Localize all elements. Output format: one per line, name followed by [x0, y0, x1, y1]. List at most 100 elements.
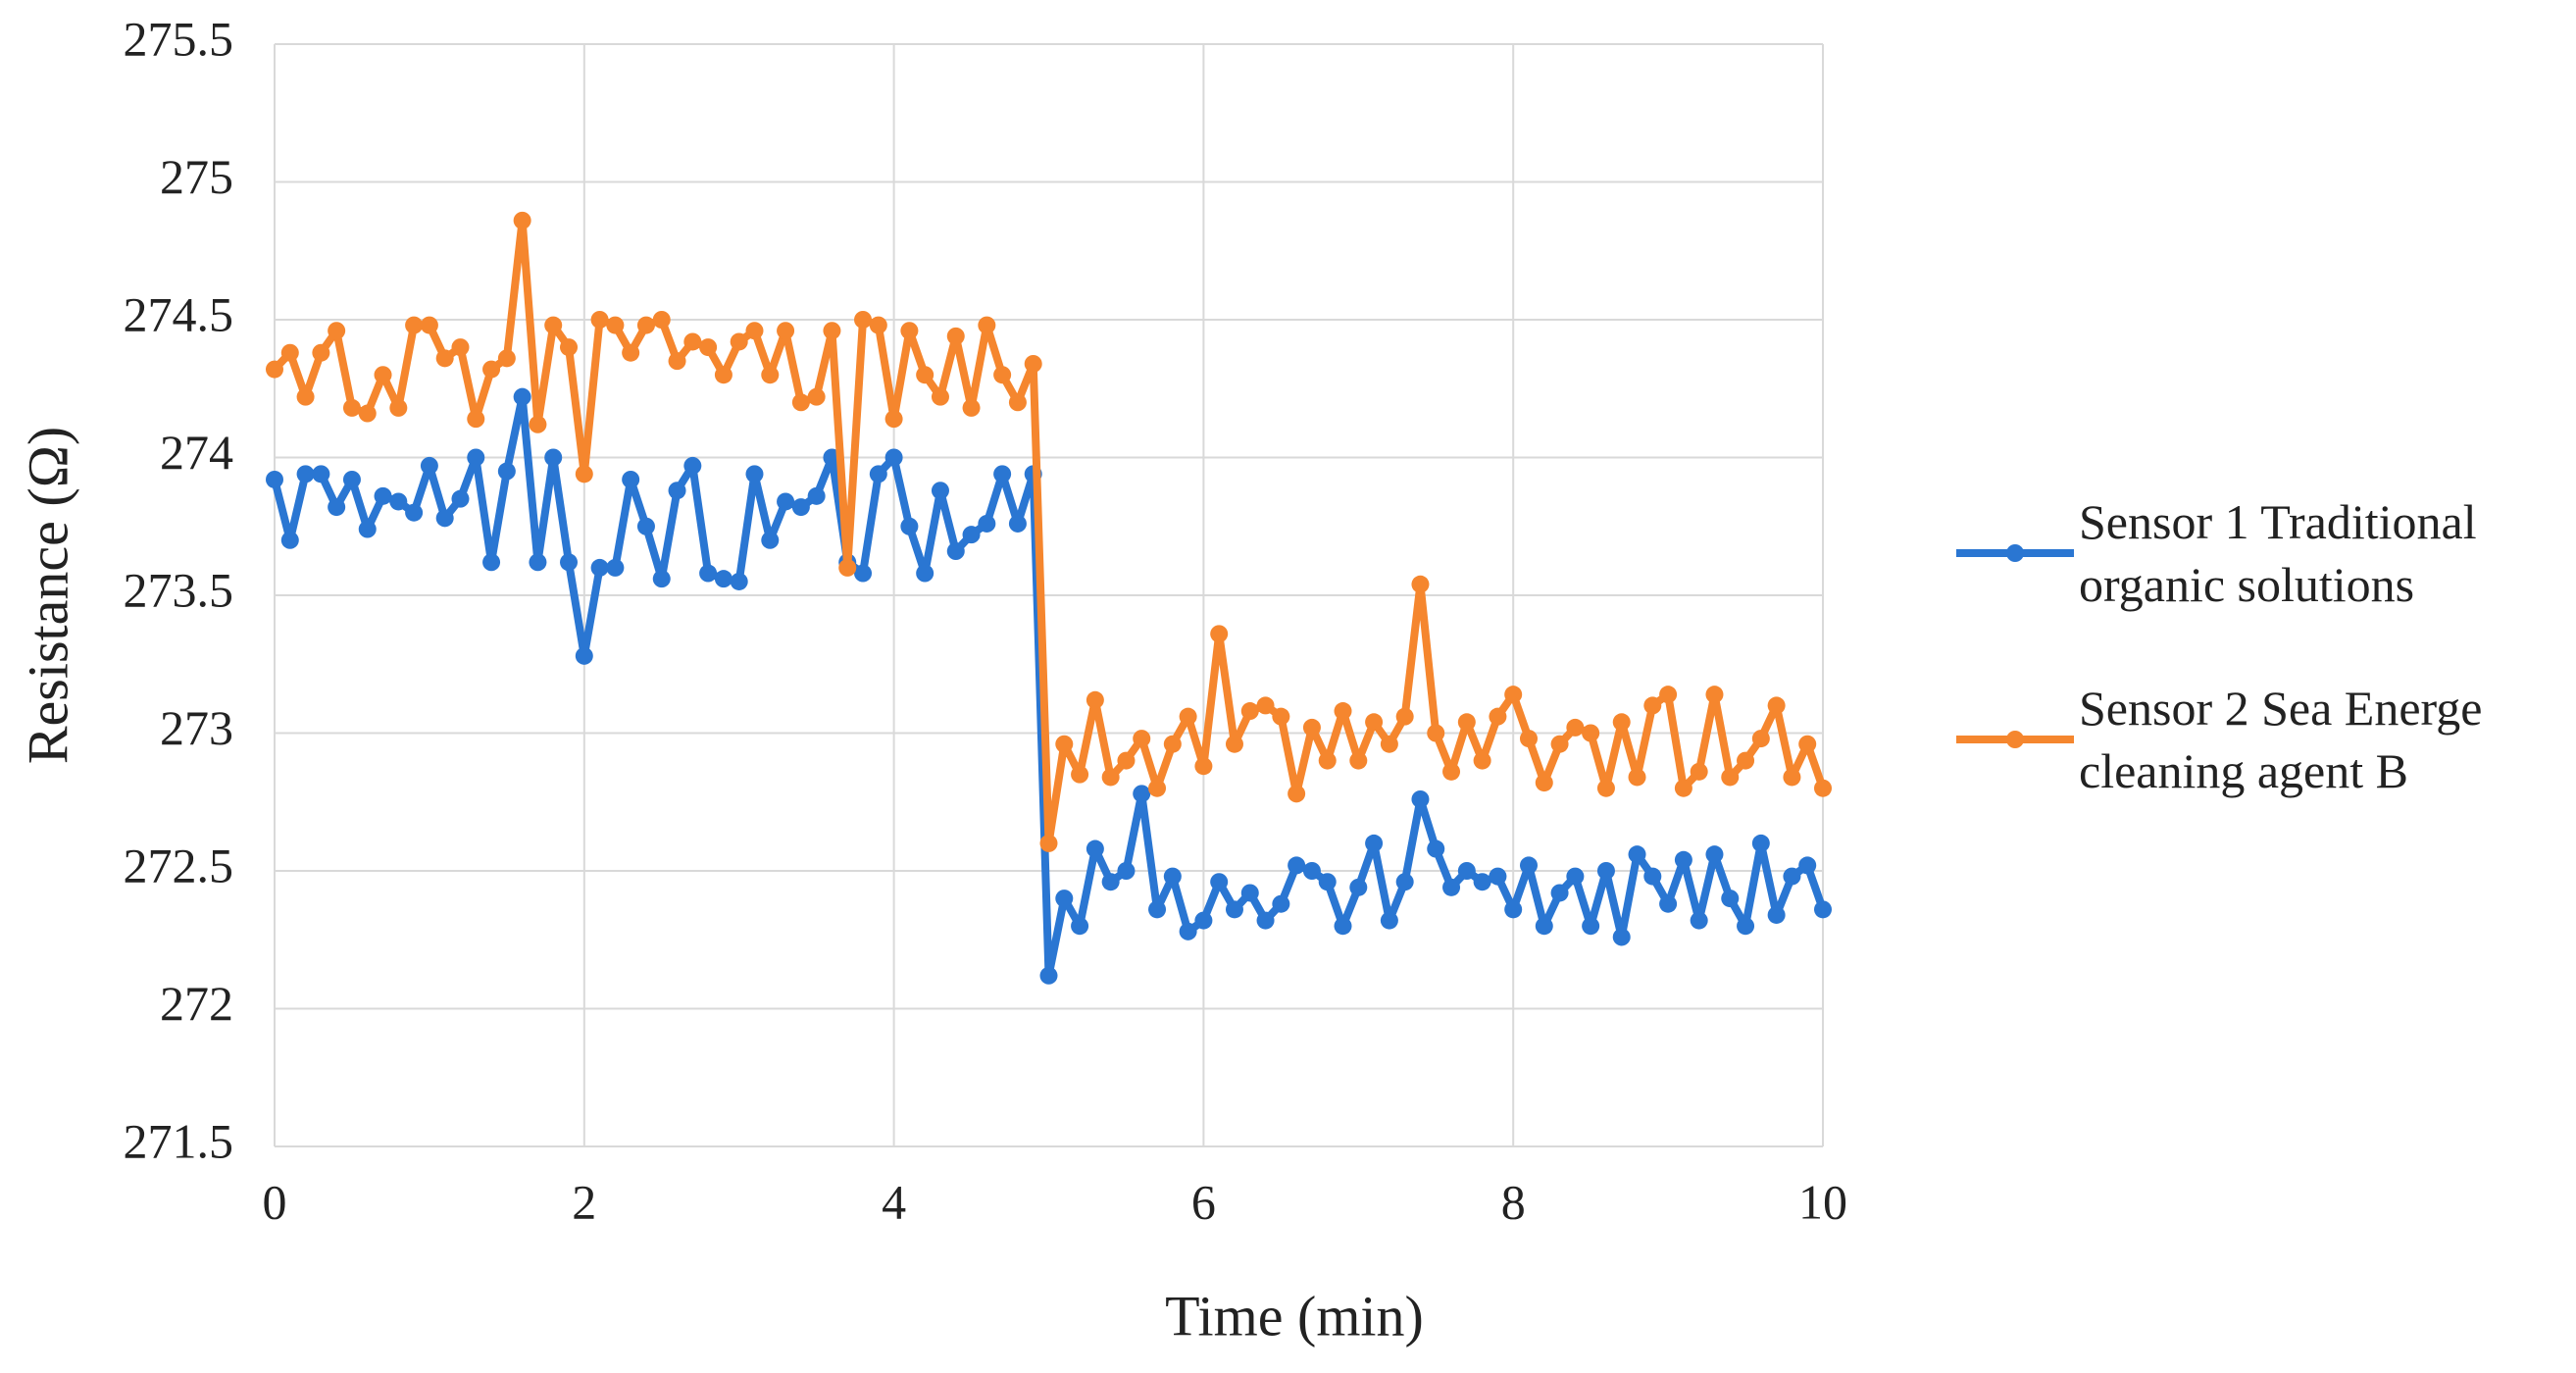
data-point — [1519, 730, 1538, 748]
data-point — [1659, 686, 1678, 704]
legend-label: Sensor 2 Sea Energe cleaning agent B — [2079, 681, 2483, 798]
data-point — [1086, 690, 1104, 709]
data-point — [1334, 917, 1352, 936]
data-point — [1737, 917, 1755, 936]
data-point — [374, 366, 392, 384]
data-point — [652, 311, 671, 329]
data-point — [1039, 966, 1058, 985]
data-point — [544, 448, 563, 467]
data-point — [916, 366, 934, 384]
data-point — [1101, 873, 1120, 891]
data-point — [1814, 900, 1832, 919]
data-point — [1783, 768, 1801, 787]
data-point — [529, 415, 547, 433]
data-point — [590, 558, 609, 577]
data-point — [1457, 713, 1476, 732]
data-point — [1643, 867, 1662, 886]
data-point — [1117, 862, 1136, 880]
data-point — [1086, 839, 1104, 858]
data-point — [869, 316, 887, 334]
data-point — [1798, 735, 1817, 753]
data-point — [931, 482, 949, 500]
data-point — [1288, 785, 1306, 803]
data-point — [1473, 751, 1491, 770]
y-tick-label: 273 — [160, 700, 233, 755]
data-point — [497, 349, 516, 368]
data-point — [389, 492, 408, 511]
data-point — [946, 327, 965, 345]
data-point — [745, 465, 764, 483]
data-point — [699, 564, 718, 583]
data-point — [1240, 702, 1259, 721]
data-point — [1039, 834, 1058, 852]
y-tick-label: 273.5 — [124, 562, 234, 617]
x-tick-label: 6 — [1191, 1174, 1216, 1229]
legend-marker — [2006, 731, 2024, 748]
data-point — [405, 316, 424, 334]
data-point — [745, 322, 764, 340]
data-point — [513, 211, 531, 229]
data-point — [1582, 724, 1600, 742]
legend-item: Sensor 1 Traditional organic solutions — [1956, 490, 2505, 616]
data-point — [467, 410, 485, 429]
data-point — [714, 570, 732, 588]
data-point — [467, 448, 485, 467]
data-point — [730, 572, 748, 590]
data-point — [1163, 867, 1182, 886]
y-tick-label: 271.5 — [124, 1113, 234, 1168]
data-point — [1751, 730, 1770, 748]
data-point — [1210, 625, 1229, 643]
data-point — [777, 492, 795, 511]
data-point — [1643, 696, 1662, 715]
data-point — [777, 322, 795, 340]
y-tick-label: 275.5 — [124, 11, 234, 66]
data-point — [1427, 839, 1445, 858]
data-point — [420, 456, 438, 475]
y-tick-label: 275 — [160, 149, 233, 204]
data-point — [342, 398, 361, 417]
data-point — [296, 465, 315, 483]
data-point — [838, 558, 857, 577]
data-point — [1442, 762, 1461, 781]
data-point — [946, 542, 965, 561]
data-point — [791, 498, 810, 517]
data-point — [1535, 774, 1553, 792]
x-tick-label: 10 — [1798, 1174, 1847, 1229]
data-point — [1349, 751, 1368, 770]
data-point — [1380, 735, 1398, 753]
data-point — [1489, 867, 1507, 886]
data-point — [823, 322, 841, 340]
data-point — [575, 646, 593, 665]
data-point — [900, 517, 919, 535]
data-point — [1596, 862, 1615, 880]
data-point — [1024, 354, 1042, 373]
data-point — [1349, 878, 1368, 896]
x-tick-label: 4 — [882, 1174, 906, 1229]
data-point — [962, 398, 981, 417]
data-point — [1596, 779, 1615, 797]
legend-label: Sensor 1 Traditional organic solutions — [2079, 494, 2477, 612]
legend-marker — [2006, 544, 2024, 562]
data-point — [807, 387, 826, 406]
data-point — [1674, 850, 1692, 869]
data-point — [1163, 735, 1182, 753]
data-point — [1612, 713, 1631, 732]
data-point — [1133, 785, 1151, 803]
series-line — [272, 216, 1827, 847]
data-point — [1659, 894, 1678, 913]
data-point — [405, 503, 424, 522]
data-point — [1133, 730, 1151, 748]
data-point — [1783, 867, 1801, 886]
series-line — [271, 392, 1827, 980]
data-point — [978, 316, 996, 334]
data-point — [1550, 884, 1569, 902]
data-point — [1071, 765, 1089, 784]
data-point — [451, 489, 470, 508]
data-point — [266, 470, 283, 488]
data-point — [807, 486, 826, 505]
data-point — [1767, 905, 1786, 924]
data-point — [1008, 393, 1027, 412]
data-point — [993, 366, 1012, 384]
data-point — [668, 482, 686, 500]
